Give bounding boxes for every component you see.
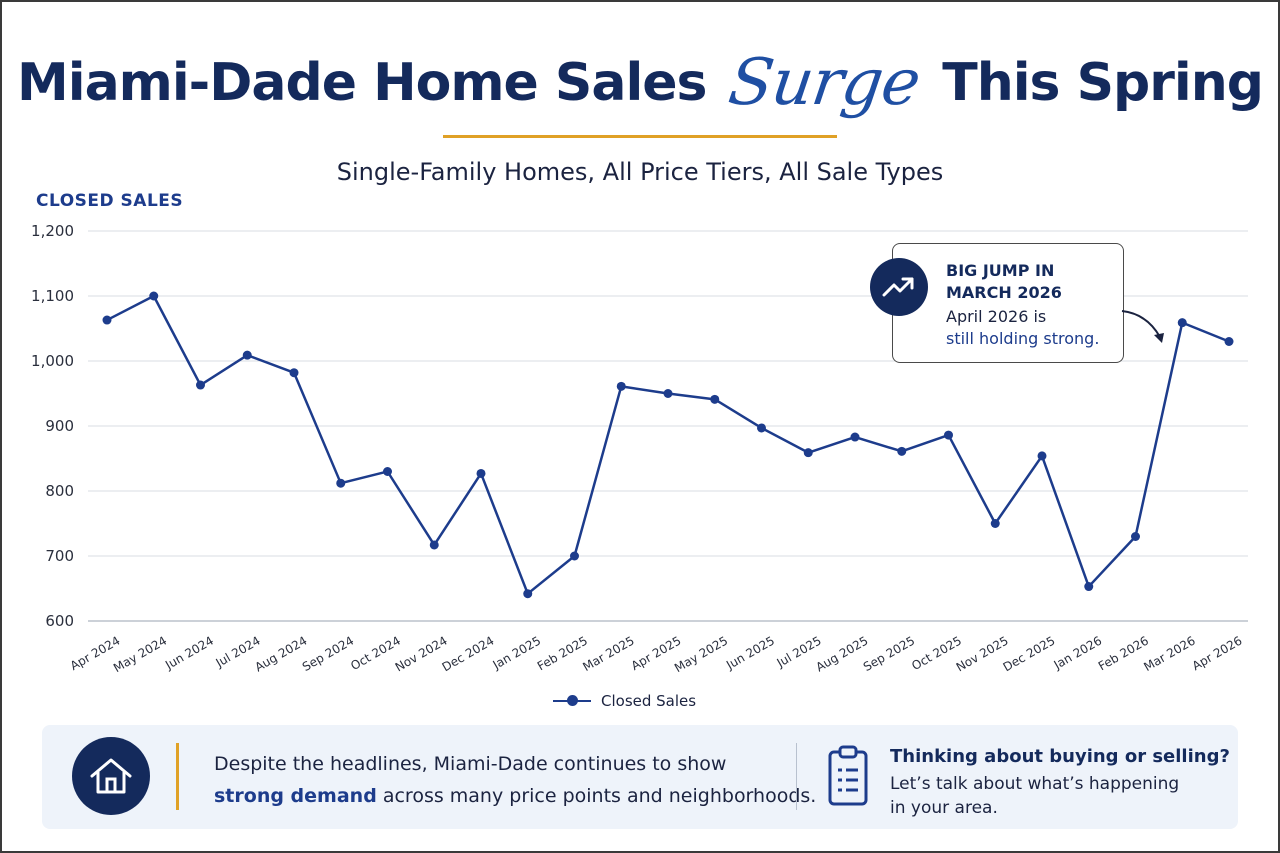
cta-heading: Thinking about buying or selling? <box>890 746 1230 767</box>
x-tick-label: Sep 2025 <box>861 633 917 674</box>
y-tick-label: 1,200 <box>31 222 74 240</box>
chart-legend: Closed Sales <box>553 692 696 710</box>
x-tick-label: Sep 2024 <box>300 633 356 674</box>
data-point <box>616 381 626 391</box>
data-point <box>757 423 766 433</box>
callout-body-line-1: April 2026 is <box>946 307 1047 326</box>
house-icon <box>72 737 150 815</box>
data-point <box>1084 582 1094 592</box>
y-tick-label: 1,100 <box>31 287 74 305</box>
callout-body: April 2026 is still holding strong. <box>946 306 1099 350</box>
data-point <box>1131 532 1140 541</box>
y-tick-label: 1,000 <box>31 352 74 370</box>
y-tick-label: 800 <box>45 482 74 500</box>
callout-heading-line-1: BIG JUMP IN <box>946 261 1055 280</box>
callout-arrow-icon <box>1121 310 1164 343</box>
y-axis-title: CLOSED SALES <box>36 191 184 211</box>
callout-box <box>892 243 1124 363</box>
title-part-1: Miami-Dade Home Sales <box>17 53 707 113</box>
data-point <box>289 368 299 378</box>
x-tick-label: Jun 2025 <box>723 633 777 672</box>
callout-heading-line-2: MARCH 2026 <box>946 283 1062 302</box>
footer-strong-text: strong demand <box>214 785 377 807</box>
x-tick-label: Nov 2024 <box>393 633 450 674</box>
data-point <box>1177 318 1187 328</box>
clipboard-icon <box>828 745 868 806</box>
x-tick-label: Jun 2024 <box>162 633 216 672</box>
x-tick-label: May 2025 <box>672 633 730 675</box>
x-tick-label: Jan 2026 <box>1051 633 1105 672</box>
footer-message-rest: across many price points and neighborhoo… <box>376 785 817 807</box>
cta-body: Let’s talk about what’s happening in you… <box>890 772 1179 820</box>
title-part-2: This Spring <box>942 53 1264 113</box>
data-point <box>336 478 346 488</box>
cta-line-2: in your area. <box>890 798 998 818</box>
x-tick-label: Mar 2025 <box>580 633 636 674</box>
data-point <box>1224 337 1234 346</box>
cta-line-1: Let’s talk about what’s happening <box>890 774 1180 794</box>
x-tick-label: Apr 2026 <box>1190 633 1245 673</box>
title-underline <box>443 135 837 138</box>
data-point <box>1037 451 1047 461</box>
y-tick-label: 900 <box>45 417 74 435</box>
data-point <box>897 446 907 456</box>
data-point <box>429 540 439 550</box>
x-tick-label: Feb 2025 <box>535 633 590 673</box>
data-point <box>523 589 533 599</box>
data-point <box>149 291 159 301</box>
data-point <box>710 394 720 404</box>
data-point <box>196 380 205 390</box>
x-tick-label: Aug 2024 <box>252 633 309 674</box>
data-point <box>570 551 579 561</box>
footer-panel <box>42 725 1238 829</box>
page-title: Miami-Dade Home Sales Surge This Spring <box>0 42 1280 120</box>
subtitle: Single-Family Homes, All Price Tiers, Al… <box>336 158 944 186</box>
callout-body-line-2: still holding strong. <box>946 329 1100 348</box>
data-point <box>803 448 813 458</box>
x-tick-label: May 2024 <box>111 633 169 675</box>
data-point <box>944 430 953 440</box>
data-point <box>383 467 392 476</box>
footer-gold-divider <box>176 743 179 810</box>
y-tick-label: 700 <box>45 547 74 565</box>
data-point <box>102 315 112 325</box>
x-tick-label: Mar 2026 <box>1141 633 1197 674</box>
x-tick-label: Feb 2026 <box>1096 633 1151 673</box>
x-tick-label: Dec 2024 <box>440 633 497 674</box>
data-point <box>663 389 673 398</box>
x-tick-label: Dec 2025 <box>1001 633 1058 674</box>
footer-divider <box>796 743 797 810</box>
x-tick-label: Jan 2025 <box>490 633 544 672</box>
data-point <box>476 468 486 478</box>
legend-swatch <box>553 695 591 706</box>
footer-message-line-1: Despite the headlines, Miami-Dade contin… <box>214 753 727 775</box>
y-tick-label: 600 <box>45 612 74 630</box>
legend-label: Closed Sales <box>601 692 697 710</box>
footer-message: Despite the headlines, Miami-Dade contin… <box>214 748 816 812</box>
data-point <box>990 519 1000 528</box>
data-point <box>242 350 252 360</box>
data-point <box>850 432 860 442</box>
trend-up-icon <box>870 258 928 316</box>
footer-message-line-2: strong demand across many price points a… <box>214 780 816 812</box>
callout-heading: BIG JUMP IN MARCH 2026 <box>946 260 1062 304</box>
x-tick-label: Aug 2025 <box>813 633 870 674</box>
x-tick-label: Nov 2025 <box>954 633 1011 674</box>
